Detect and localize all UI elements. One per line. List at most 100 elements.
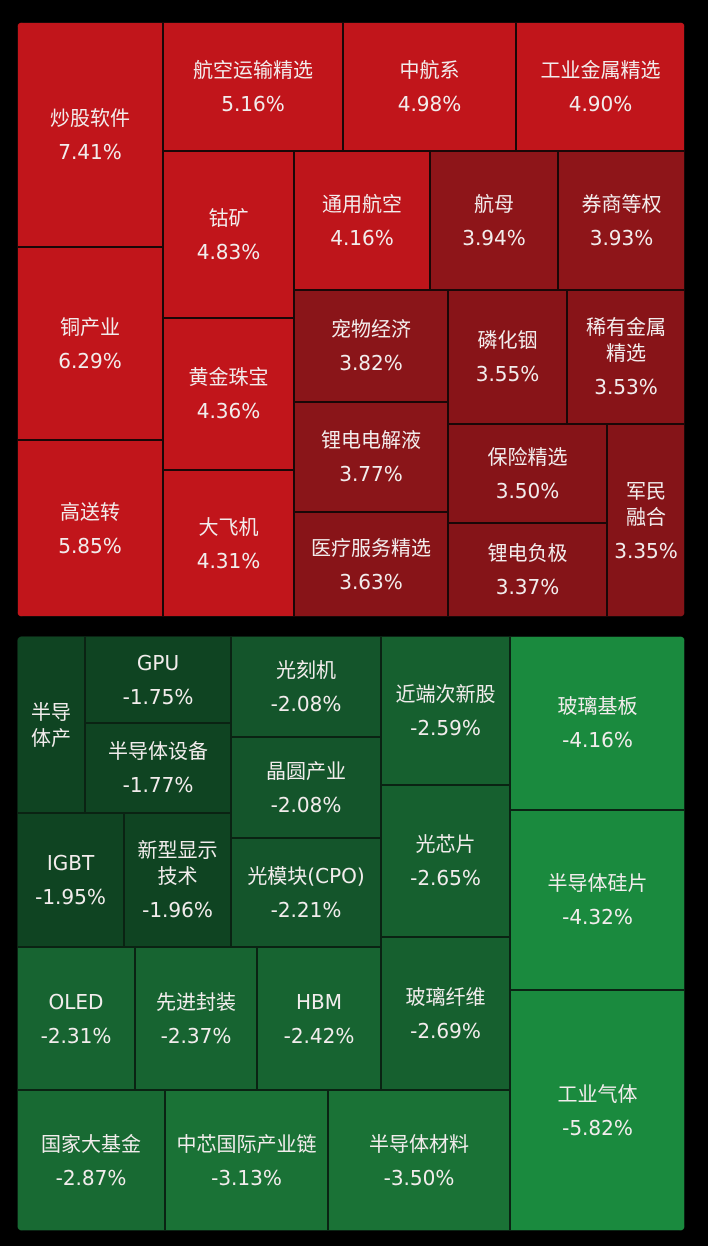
tile-value: 3.37% — [495, 575, 560, 599]
tile-value: 4.83% — [196, 239, 261, 264]
tile-value: -2.37% — [160, 1023, 232, 1048]
tile[interactable]: 中航系 4.98% — [343, 22, 516, 151]
tile-value: -1.75% — [122, 684, 194, 709]
tile-name: 玻璃基板 — [557, 694, 638, 718]
tile-value: 3.94% — [462, 225, 526, 250]
tile[interactable]: 黄金珠宝 4.36% — [163, 318, 294, 470]
tile[interactable]: 工业气体 -5.82% — [510, 990, 685, 1231]
tile[interactable]: 半导体硅片 -4.32% — [510, 810, 685, 990]
tile[interactable]: 航空运输精选 5.16% — [163, 22, 343, 151]
tile[interactable]: GPU -1.75% — [85, 636, 231, 723]
tile-value: -2.87% — [55, 1165, 127, 1190]
tile-name: 医疗服务精选 — [311, 535, 431, 560]
tile[interactable]: 锂电负极 3.37% — [448, 523, 607, 617]
tile-name: 券商等权 — [581, 191, 662, 216]
tile-value: 5.85% — [58, 533, 122, 558]
tile[interactable]: 保险精选 3.50% — [448, 424, 607, 523]
tile[interactable]: 稀有金属精选 3.53% — [567, 290, 685, 424]
tile[interactable]: 磷化铟 3.55% — [448, 290, 567, 424]
tile[interactable]: 近端次新股 -2.59% — [381, 636, 510, 785]
tile[interactable]: 光芯片 -2.65% — [381, 785, 510, 937]
tile[interactable]: 炒股软件 7.41% — [17, 22, 163, 247]
tile[interactable]: 中芯国际产业链 -3.13% — [165, 1090, 328, 1231]
tile-name: 保险精选 — [487, 444, 568, 469]
tile[interactable]: 国家大基金 -2.87% — [17, 1090, 165, 1231]
tile[interactable]: 玻璃基板 -4.16% — [510, 636, 685, 810]
tile[interactable]: 半导体设备 -1.77% — [85, 723, 231, 813]
tile[interactable]: 铜产业 6.29% — [17, 247, 163, 440]
tile-name: 高送转 — [60, 499, 120, 524]
tile-value: 4.36% — [196, 399, 261, 423]
tile-value: -2.08% — [270, 792, 342, 817]
tile-name: 铜产业 — [60, 314, 120, 339]
tile-name: IGBT — [46, 851, 95, 875]
tile-name: 光芯片 — [415, 832, 476, 856]
tile-name: 通用航空 — [322, 191, 402, 216]
tile[interactable]: IGBT -1.95% — [17, 813, 124, 947]
tile-name: 宠物经济 — [331, 317, 411, 341]
tile-value: -3.50% — [383, 1165, 455, 1190]
tile-name: 先进封装 — [156, 989, 236, 1014]
tile-value: 6.29% — [58, 348, 122, 373]
tile-name: 稀有金属精选 — [586, 315, 666, 365]
tile-name: 航空运输精选 — [193, 57, 313, 82]
tile-name: 锂电电解液 — [321, 428, 421, 452]
tile[interactable]: 军民融合 3.35% — [607, 424, 685, 617]
tile[interactable]: 宠物经济 3.82% — [294, 290, 448, 402]
tile-value: -2.69% — [410, 1018, 481, 1043]
tile-value: -2.59% — [410, 715, 481, 740]
gainers-treemap: 炒股软件 7.41% 铜产业 6.29% 高送转 5.85% 航空运输精选 5.16% 中航系 4… — [17, 22, 685, 617]
tile-value: -2.42% — [283, 1023, 355, 1048]
tile-name: OLED — [48, 989, 104, 1014]
tile-value: -2.31% — [40, 1023, 112, 1048]
tile-value: 3.53% — [594, 375, 658, 399]
tile-name: 玻璃纤维 — [405, 984, 486, 1009]
tile-name: 中芯国际产业链 — [176, 1131, 317, 1156]
tile-value: -4.16% — [562, 728, 633, 752]
tile-value: 5.16% — [221, 91, 285, 116]
tile-value: 3.50% — [495, 478, 560, 503]
tile[interactable]: 航母 3.94% — [430, 151, 558, 290]
tile[interactable]: 新型显示技术 -1.96% — [124, 813, 231, 947]
tile-value: -1.96% — [142, 898, 213, 922]
tile[interactable]: 锂电电解液 3.77% — [294, 402, 448, 512]
tile[interactable]: 高送转 5.85% — [17, 440, 163, 617]
tile-value: 3.82% — [339, 351, 403, 375]
tile-name: 新型显示技术 — [137, 838, 218, 888]
tile-name: 半导体产 — [31, 699, 71, 750]
tile-value: -2.65% — [410, 866, 481, 890]
tile[interactable]: 通用航空 4.16% — [294, 151, 430, 290]
tile[interactable]: 医疗服务精选 3.63% — [294, 512, 448, 617]
tile-name: 黄金珠宝 — [188, 365, 269, 389]
tile-value: 4.98% — [397, 91, 462, 116]
tile[interactable]: 光模块(CPO) -2.21% — [231, 838, 381, 947]
tile-value: -1.77% — [122, 773, 194, 797]
tile[interactable]: 半导体材料 -3.50% — [328, 1090, 510, 1231]
tile-value: 3.55% — [475, 362, 540, 386]
tile-value: 4.31% — [196, 548, 261, 573]
tile[interactable]: 晶圆产业 -2.08% — [231, 737, 381, 838]
tile[interactable]: 钴矿 4.83% — [163, 151, 294, 318]
tile[interactable]: OLED -2.31% — [17, 947, 135, 1090]
tile-name: 光刻机 — [276, 657, 336, 682]
tile[interactable]: 大飞机 4.31% — [163, 470, 294, 617]
tile-value: -2.21% — [270, 897, 342, 922]
tile-name: 中航系 — [399, 57, 460, 82]
tile[interactable]: HBM -2.42% — [257, 947, 381, 1090]
tile-value: 7.41% — [58, 139, 122, 164]
tile-name: 大飞机 — [198, 514, 259, 539]
tile-value: 3.63% — [339, 569, 403, 594]
tile[interactable]: 工业金属精选 4.90% — [516, 22, 685, 151]
tile[interactable]: 券商等权 3.93% — [558, 151, 685, 290]
tile-value: 4.16% — [330, 225, 394, 250]
tile[interactable]: 玻璃纤维 -2.69% — [381, 937, 510, 1090]
tile[interactable]: 半导体产 — [17, 636, 85, 813]
tile-name: 钴矿 — [208, 205, 249, 230]
tile[interactable]: 先进封装 -2.37% — [135, 947, 257, 1090]
tile-value: -3.13% — [211, 1165, 282, 1190]
tile-name: 磷化铟 — [477, 328, 538, 352]
tile[interactable]: 光刻机 -2.08% — [231, 636, 381, 737]
tile-value: 3.35% — [614, 538, 678, 563]
tile-name: 航母 — [474, 191, 514, 216]
